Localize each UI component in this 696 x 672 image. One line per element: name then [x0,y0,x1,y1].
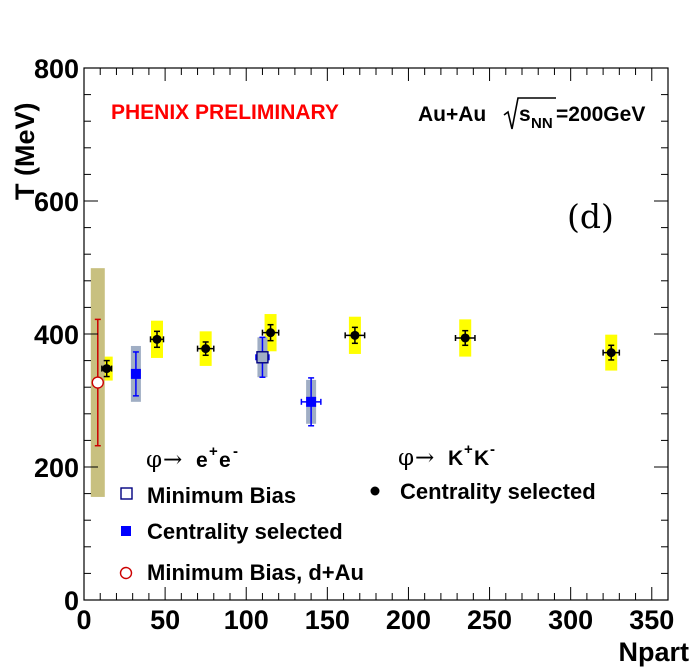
data-point-ee-centrality [306,396,317,407]
legend-label-centrality-ee: Centrality selected [147,519,343,544]
x-tick-label: 100 [224,605,269,635]
data-point-dau [91,376,104,389]
legend-label-centrality-kk: Centrality selected [400,479,596,504]
x-tick-label: 50 [150,605,180,635]
system-energy: =200GeV [556,103,645,126]
x-tick-label: 200 [386,605,431,635]
x-tick-label: 150 [305,605,350,635]
sqrt-sign [503,97,556,130]
y-tick-label: 0 [64,586,79,616]
legend-ee-plus: + [209,443,218,460]
panel-label: (d) [567,197,614,236]
y-tick-label: 400 [34,320,79,350]
legend-kk-k1: K [448,447,463,470]
x-tick-label: 350 [629,605,674,635]
system-subscript: NN [531,115,553,132]
legend-marker-minimum-bias [120,487,133,500]
legend-ee-e2: e [219,449,231,472]
legend-kk-phi: φ [398,445,414,471]
data-point-kk [152,334,162,344]
y-tick-label: 600 [34,187,79,217]
legend-ee-phi: φ [146,447,162,473]
legend-kk-k2: K [474,447,489,470]
data-point-kk [102,364,112,374]
legend-marker-centrality-ee [121,526,131,536]
system-prefix: Au+Au [418,103,486,126]
data-point-kk [201,344,211,354]
legend-marker-minimum-bias-dau [119,566,133,580]
y-tick-label: 200 [34,453,79,483]
legend-label-minimum-bias-dau: Minimum Bias, d+Au [147,560,364,585]
legend-kk-plus: + [464,441,473,458]
legend-label-minimum-bias: Minimum Bias [147,483,296,508]
data-point-kk [350,330,360,340]
x-tick-label: 300 [548,605,593,635]
y-tick-label: 800 [34,54,79,84]
data-point-kk [606,348,616,358]
data-point-ee-centrality [130,368,141,379]
legend-marker-centrality-kk [370,486,380,496]
system-sqrt-s: s [519,103,531,126]
data-point-ee-minbias [256,351,269,364]
legend-ee-arrow: → [163,447,182,473]
legend-ee-minus: - [233,443,238,460]
x-tick-label: 250 [467,605,512,635]
data-point-kk [266,328,276,338]
preliminary-label: PHENIX PRELIMINARY [111,101,339,124]
legend-ee-e1: e [196,449,208,472]
y-axis-title: T (MeV) [10,103,40,201]
x-axis-title: Npart [618,637,689,667]
x-tick-label: 0 [76,605,91,635]
legend-kk-arrow: → [415,445,434,471]
legend-kk-minus: - [490,441,495,458]
data-point-kk [460,333,470,343]
collision-system-label: Au+Au [418,103,486,126]
